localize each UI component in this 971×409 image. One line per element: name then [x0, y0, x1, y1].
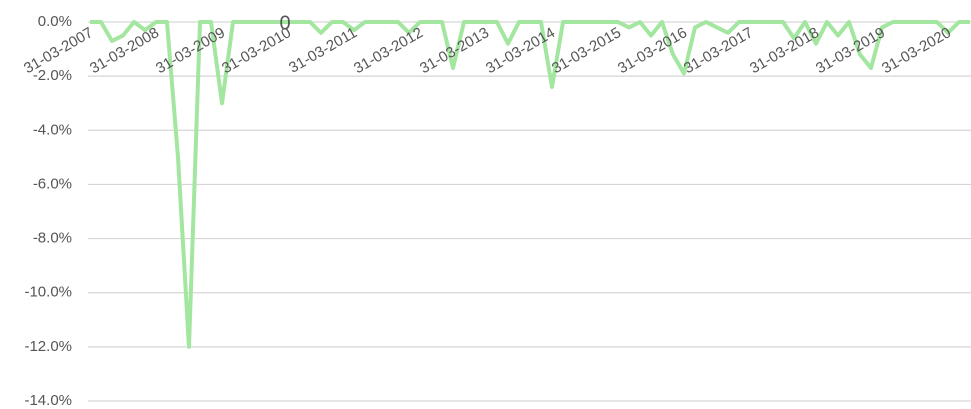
- annotation: 0: [279, 12, 290, 34]
- y-tick-label: -8.0%: [33, 230, 72, 247]
- x-tick-label: 31-03-2018: [747, 24, 822, 77]
- y-tick-label: -6.0%: [33, 175, 72, 192]
- y-tick-label: -12.0%: [24, 338, 72, 355]
- y-tick-label: -10.0%: [24, 284, 72, 301]
- y-tick-label: -2.0%: [33, 67, 72, 84]
- x-tick-label: 31-03-2012: [351, 24, 426, 77]
- y-tick-label: 0.0%: [38, 13, 72, 30]
- y-tick-label: -4.0%: [33, 121, 72, 138]
- line: [90, 20, 970, 349]
- y-tick-label: -14.0%: [24, 392, 72, 409]
- x-tick-label: 31-03-2020: [879, 24, 954, 77]
